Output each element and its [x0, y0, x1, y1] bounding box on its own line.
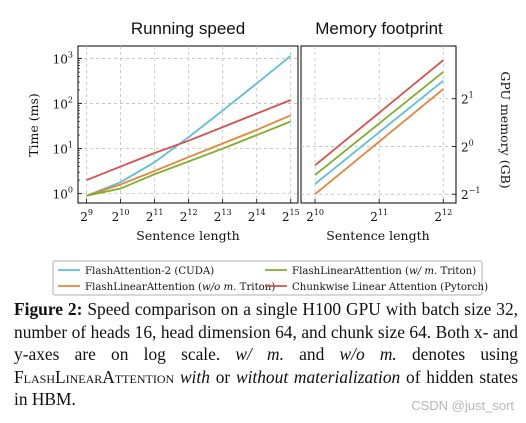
speed-ytick-label-0: 100: [53, 186, 73, 202]
speed-series-2: [86, 120, 292, 197]
running-speed-panel: Running speed 29 210 211 212 213 214 215 10010…: [26, 19, 300, 243]
caption-or: or: [209, 366, 236, 387]
figure-caption: Figure 2: Speed comparison on a single H…: [14, 298, 518, 411]
speed-xtick-label-2: 211: [146, 208, 164, 224]
legend-label-1: FlashLinearAttention (w/ m. Triton): [292, 265, 476, 277]
speed-xtick-label-0: 29: [80, 208, 93, 224]
memory-chart-title: Memory footprint: [315, 19, 443, 38]
caption-wm: w/ m.: [235, 344, 284, 364]
caption-and: and: [283, 344, 340, 364]
mem-xtick-label-0: 210: [306, 208, 324, 224]
mem-ytick-label-0: 2−1: [461, 186, 480, 202]
speed-plot-frame: [77, 45, 299, 204]
speed-gridlines: [78, 46, 298, 203]
mem-xtick-label-1: 211: [370, 208, 388, 224]
caption-text-3: of hidden states in HBM.: [14, 366, 519, 410]
speed-ytick-label-3: 103: [53, 51, 73, 67]
memory-x-ticks: 210 211 212: [306, 199, 452, 224]
speed-series-lines: [86, 55, 292, 197]
memory-footprint-panel: Memory footprint 210 211 212 2−1 20 21 Sente…: [300, 19, 513, 243]
mem-series-1: [314, 88, 444, 195]
watermark: CSDN @just_sort: [411, 398, 514, 413]
legend-label-0: FlashAttention-2 (CUDA): [85, 265, 214, 277]
mem-series-0: [314, 79, 444, 185]
legend-label-2: FlashLinearAttention (w/o m. Triton): [85, 281, 275, 293]
speed-series-3: [86, 99, 292, 181]
memory-plot-frame: [300, 45, 457, 204]
speed-xtick-label-6: 215: [282, 208, 300, 224]
caption-fla: FlashLinearAttention: [14, 366, 175, 387]
speed-y-ticks: 100 101 102 103: [53, 51, 82, 202]
speed-series-1: [86, 114, 292, 197]
memory-x-axis-label: Sentence length: [326, 228, 429, 243]
speed-xtick-label-1: 210: [112, 208, 130, 224]
caption-with: with: [179, 366, 210, 387]
speed-xtick-label-4: 213: [214, 208, 232, 224]
caption-without: without materialization: [235, 366, 401, 387]
speed-ytick-label-1: 101: [53, 141, 73, 157]
speed-x-axis-label: Sentence length: [136, 228, 239, 243]
mem-series-3: [314, 59, 444, 167]
memory-y-axis-label: GPU memory (GB): [498, 71, 513, 188]
legend-box: [52, 260, 483, 296]
mem-ytick-label-2: 21: [461, 91, 474, 107]
memory-series-lines: [314, 59, 444, 195]
caption-wom: w/o m.: [339, 344, 397, 364]
mem-series-2: [314, 71, 444, 176]
speed-ytick-label-2: 102: [53, 96, 73, 112]
caption-label: Figure 2:: [14, 299, 83, 319]
legend-label-3: Chunkwise Linear Attention (Pytorch): [292, 281, 488, 293]
caption-text-2: denotes using: [396, 344, 518, 364]
speed-x-ticks: 29 210 211 212 213 214 215: [80, 199, 300, 224]
speed-xtick-label-5: 214: [248, 208, 266, 224]
legend: FlashAttention-2 (CUDA) FlashLinearAttent…: [52, 260, 488, 296]
speed-xtick-label-3: 212: [180, 208, 198, 224]
speed-series-0: [86, 55, 292, 197]
mem-ytick-label-1: 20: [461, 138, 474, 154]
memory-y-ticks: 2−1 20 21: [452, 91, 480, 202]
caption-text-1: Speed comparison on a single H100 GPU wi…: [14, 299, 518, 364]
speed-y-axis-label: Time (ms): [26, 93, 41, 157]
mem-xtick-label-2: 212: [434, 208, 452, 224]
speed-chart-title: Running speed: [131, 19, 245, 38]
